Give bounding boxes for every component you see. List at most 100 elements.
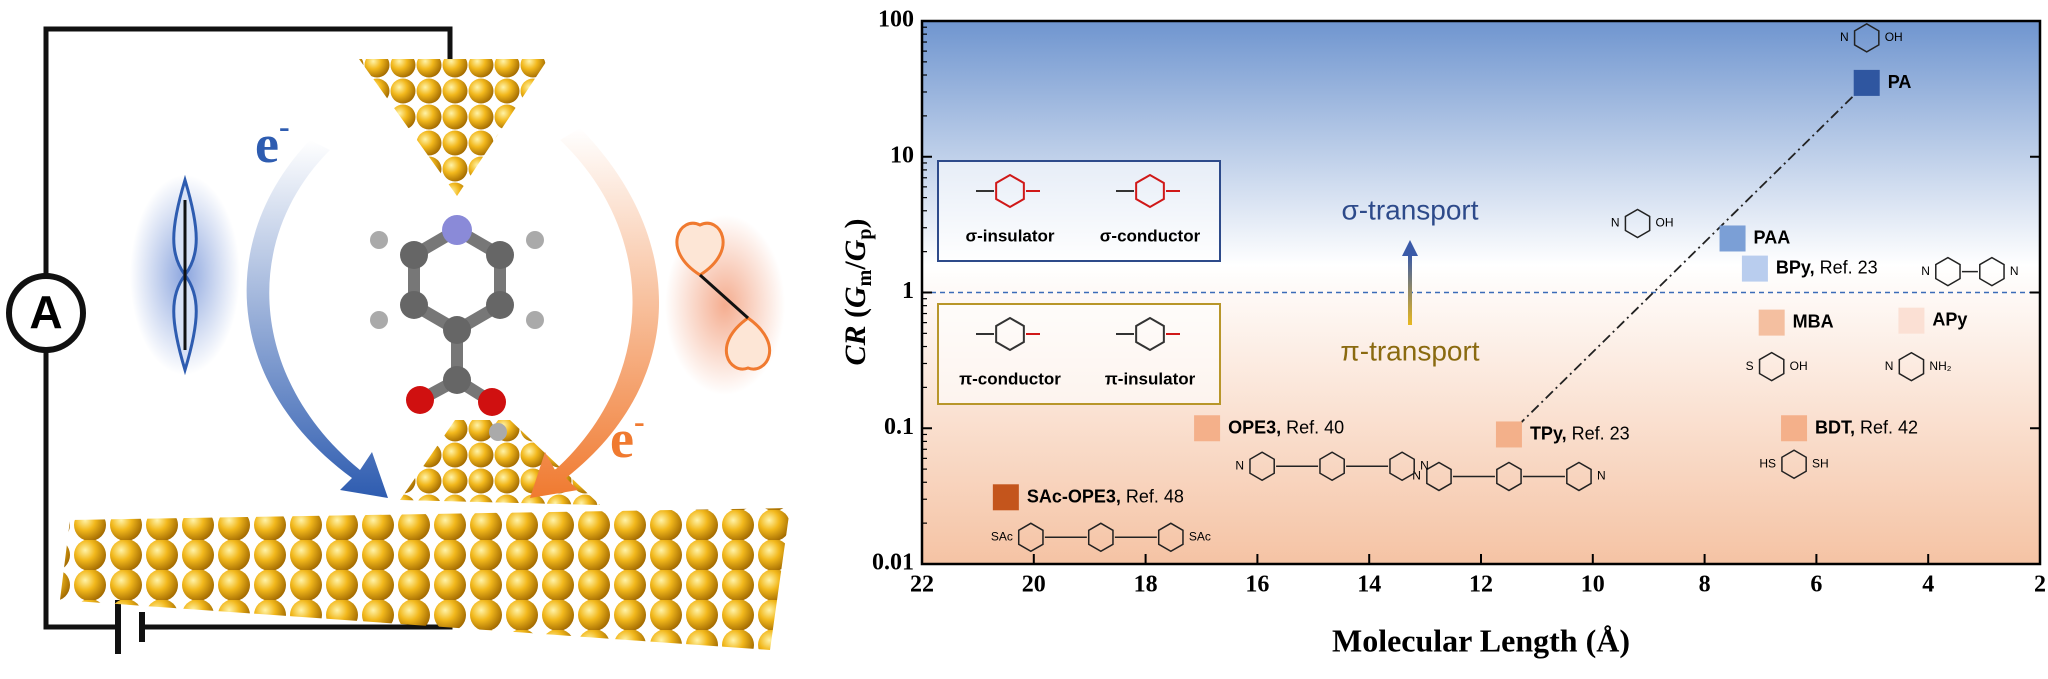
structure-ring xyxy=(1426,461,1452,492)
structure-group: HS xyxy=(1759,456,1776,470)
y-axis-label-part: G xyxy=(839,286,872,308)
structure-group: N xyxy=(1921,264,1930,278)
point-name: OPE3, xyxy=(1228,417,1281,437)
structure-group: N xyxy=(1885,359,1894,373)
trend-line xyxy=(1508,82,1868,436)
point-label: OPE3, Ref. 40 xyxy=(1228,417,1344,437)
atom-h xyxy=(370,311,388,329)
x-axis-label: Molecular Length (Å) xyxy=(1332,622,1630,658)
y-axis-label-part: p xyxy=(854,228,876,239)
point-label: PA xyxy=(1888,72,1912,92)
electron-label: e- xyxy=(610,403,645,469)
atom-h xyxy=(489,423,507,441)
y-axis-label-part: CR xyxy=(839,325,872,365)
y-tick-label: 0.01 xyxy=(872,550,914,576)
structure-group: N xyxy=(1597,469,1606,483)
x-tick-label: 14 xyxy=(1357,572,1381,598)
x-tick-label: 10 xyxy=(1581,572,1605,598)
x-tick-label: 12 xyxy=(1469,572,1493,598)
point-ref: Ref. 23 xyxy=(1820,257,1878,277)
marker xyxy=(1495,421,1522,448)
structure-group: SH xyxy=(1812,456,1829,470)
marker xyxy=(1194,415,1221,442)
x-tick-label: 22 xyxy=(910,572,934,598)
y-axis-label-part: / xyxy=(839,261,872,271)
point-name: PA xyxy=(1888,72,1912,92)
structure-group: SAc xyxy=(1189,529,1211,543)
atom-c xyxy=(443,316,471,344)
marker xyxy=(1781,415,1808,442)
atom-c xyxy=(400,241,428,269)
annotation: π-transport xyxy=(1340,335,1479,366)
electron-label: e- xyxy=(255,108,290,174)
atom-o xyxy=(406,386,434,414)
legend-item: σ-conductor xyxy=(1100,226,1201,245)
y-axis-label-part: G xyxy=(839,239,872,261)
structure-ring xyxy=(1758,351,1785,382)
atom-c xyxy=(486,241,514,269)
legend-icon xyxy=(1135,316,1165,352)
y-axis-label-part: ) xyxy=(839,218,872,228)
point-name: MBA xyxy=(1793,311,1834,331)
y-tick-label: 10 xyxy=(890,142,914,168)
legend-box xyxy=(937,303,1221,405)
point-label: BPy, Ref. 23 xyxy=(1776,257,1878,277)
marker xyxy=(1758,309,1785,336)
annotation: σ-transport xyxy=(1341,194,1478,225)
x-tick-label: 18 xyxy=(1134,572,1158,598)
point-label: APy xyxy=(1932,309,1967,329)
point-label: MBA xyxy=(1793,311,1834,331)
atom-h xyxy=(526,311,544,329)
atom-h xyxy=(370,231,388,249)
legend-item: σ-insulator xyxy=(965,226,1054,245)
structure-ring xyxy=(1017,522,1044,553)
electron-charge: - xyxy=(634,403,645,439)
orbital-axis xyxy=(698,273,750,320)
structure-group: N xyxy=(1235,458,1244,472)
molecule xyxy=(370,215,544,441)
structure-group: NH₂ xyxy=(1929,359,1951,373)
legend-icon xyxy=(995,316,1025,352)
point-name: BDT, xyxy=(1815,417,1855,437)
chart: CR (Gm/Gp) Molecular Length (Å) 0.010.11… xyxy=(839,7,2046,659)
atom-c xyxy=(400,291,428,319)
structure-group: N xyxy=(2010,264,2019,278)
structure-group: N xyxy=(1412,469,1421,483)
marker xyxy=(992,484,1019,511)
structure-ring xyxy=(1566,461,1592,492)
gold-tip xyxy=(359,59,548,196)
legend-box xyxy=(937,160,1221,262)
structure-group: OH xyxy=(1790,359,1808,373)
transport-arrow xyxy=(1408,255,1412,325)
point-ref: Ref. 23 xyxy=(1572,423,1630,443)
electron-symbol: e xyxy=(255,114,279,174)
y-tick-label: 1 xyxy=(902,278,914,304)
structure-ring xyxy=(1087,522,1114,553)
marker xyxy=(1853,69,1880,96)
structure-group: OH xyxy=(1656,216,1674,230)
legend-icon xyxy=(1135,173,1165,209)
structure-ring xyxy=(1853,23,1880,53)
atom-c xyxy=(486,291,514,319)
point-name: PAA xyxy=(1754,227,1791,247)
illustration: A e- xyxy=(0,0,880,679)
y-axis-label-part: m xyxy=(854,269,876,286)
point-label: TPy, Ref. 23 xyxy=(1530,423,1630,443)
legend-item: π-insulator xyxy=(1105,369,1196,388)
y-tick-label: 100 xyxy=(878,7,914,33)
structure-ring xyxy=(1935,256,1961,287)
point-name: TPy, xyxy=(1530,423,1567,443)
point-label: PAA xyxy=(1754,227,1791,247)
y-tick-label: 0.1 xyxy=(884,414,914,440)
electron-charge: - xyxy=(279,108,290,144)
x-tick-label: 16 xyxy=(1245,572,1269,598)
x-tick-label: 2 xyxy=(2034,572,2046,598)
marker xyxy=(1898,307,1925,334)
structure-ring xyxy=(1496,461,1522,492)
structure-ring xyxy=(1781,449,1807,480)
point-ref: Ref. 48 xyxy=(1126,486,1184,506)
structure-ring xyxy=(1624,208,1651,239)
x-tick-label: 8 xyxy=(1699,572,1711,598)
atom-c xyxy=(443,366,471,394)
orbital xyxy=(675,221,772,371)
